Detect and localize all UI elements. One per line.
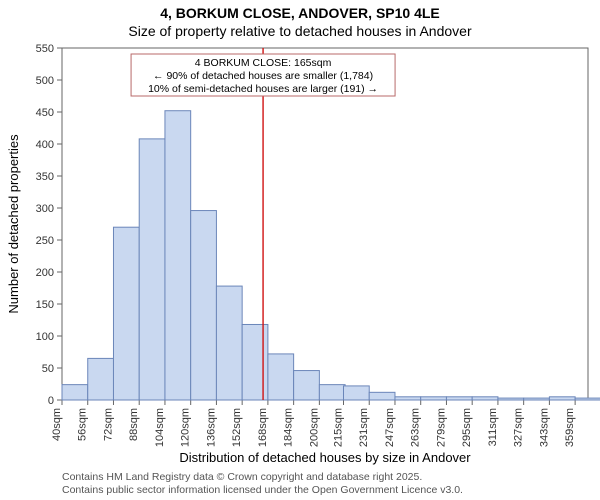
- annotation-line1: 4 BORKUM CLOSE: 165sqm: [195, 57, 332, 69]
- x-tick-label: 200sqm: [308, 408, 320, 447]
- x-tick-label: 359sqm: [564, 408, 576, 447]
- x-tick-label: 104sqm: [154, 408, 166, 447]
- x-tick-label: 247sqm: [384, 408, 396, 447]
- histogram-bar: [575, 398, 600, 400]
- x-tick-label: 343sqm: [538, 408, 550, 447]
- y-tick-label: 50: [42, 363, 54, 375]
- y-tick-label: 400: [36, 139, 54, 151]
- chart-container: 4, BORKUM CLOSE, ANDOVER, SP10 4LE Size o…: [0, 0, 600, 500]
- histogram-bar: [395, 397, 421, 400]
- y-tick-label: 550: [36, 43, 54, 55]
- histogram-bar: [139, 139, 165, 400]
- histogram-bar: [421, 397, 447, 400]
- histogram-bar: [343, 386, 369, 400]
- x-tick-label: 72sqm: [102, 408, 114, 441]
- histogram-bar: [319, 385, 345, 400]
- histogram-bar: [191, 211, 217, 400]
- x-axis-label: Distribution of detached houses by size …: [179, 450, 471, 465]
- x-tick-label: 295sqm: [461, 408, 473, 447]
- histogram-bar: [294, 371, 320, 400]
- histogram-bar: [113, 227, 139, 400]
- chart-title: 4, BORKUM CLOSE, ANDOVER, SP10 4LE: [160, 5, 440, 21]
- x-tick-label: 311sqm: [487, 408, 499, 446]
- histogram-bar: [268, 354, 294, 400]
- histogram-bar: [446, 397, 472, 400]
- y-tick-label: 100: [36, 331, 54, 343]
- annotation-line3: 10% of semi-detached houses are larger (…: [148, 83, 378, 95]
- histogram-bar: [88, 358, 114, 400]
- histogram-bar: [549, 397, 575, 400]
- histogram-bar: [524, 398, 550, 400]
- y-tick-label: 300: [36, 203, 54, 215]
- y-tick-label: 350: [36, 171, 54, 183]
- footnote-2: Contains public sector information licen…: [62, 484, 463, 496]
- x-tick-label: 184sqm: [283, 408, 295, 447]
- x-tick-label: 263sqm: [410, 408, 422, 447]
- histogram-bar: [216, 286, 242, 400]
- x-tick-label: 152sqm: [231, 408, 243, 447]
- x-tick-label: 327sqm: [513, 408, 525, 447]
- x-tick-label: 279sqm: [435, 408, 447, 447]
- y-tick-label: 150: [36, 299, 54, 311]
- y-tick-label: 450: [36, 107, 54, 119]
- x-tick-label: 168sqm: [257, 408, 269, 447]
- x-tick-label: 56sqm: [77, 408, 89, 441]
- y-tick-label: 500: [36, 75, 54, 87]
- histogram-bar: [498, 398, 524, 400]
- y-tick-label: 250: [36, 235, 54, 247]
- x-tick-label: 215sqm: [332, 408, 344, 447]
- histogram-bar: [472, 397, 498, 400]
- x-tick-label: 231sqm: [358, 408, 370, 447]
- chart-subtitle: Size of property relative to detached ho…: [128, 23, 472, 39]
- y-axis-label: Number of detached properties: [6, 134, 21, 314]
- histogram-bar: [242, 324, 268, 400]
- y-tick-label: 0: [48, 395, 54, 407]
- x-tick-label: 136sqm: [205, 408, 217, 447]
- x-tick-label: 40sqm: [51, 408, 63, 441]
- y-tick-label: 200: [36, 267, 54, 279]
- x-tick-label: 120sqm: [180, 408, 192, 447]
- histogram-chart: 4, BORKUM CLOSE, ANDOVER, SP10 4LE Size o…: [0, 0, 600, 500]
- footnote-1: Contains HM Land Registry data © Crown c…: [62, 471, 422, 483]
- histogram-bar: [165, 111, 191, 400]
- histogram-bar: [369, 392, 395, 400]
- histogram-bar: [62, 385, 88, 400]
- x-tick-label: 88sqm: [128, 408, 140, 441]
- annotation-line2: ← 90% of detached houses are smaller (1,…: [153, 70, 373, 82]
